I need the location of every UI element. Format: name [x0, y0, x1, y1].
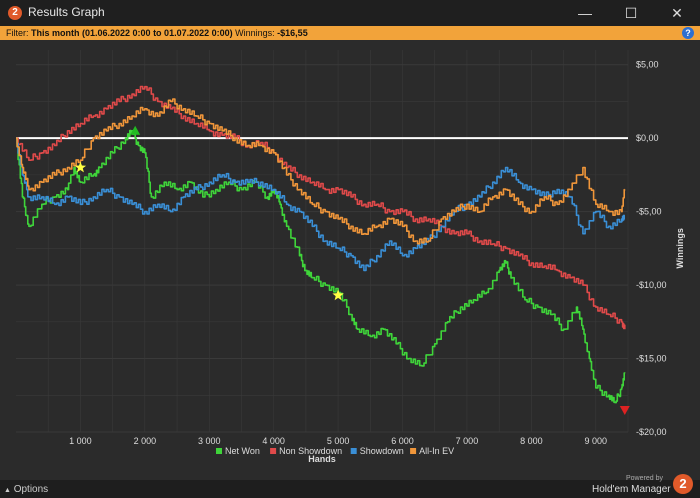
winnings-value: -$16,55	[277, 28, 308, 38]
maximize-button[interactable]: ☐	[624, 5, 638, 21]
legend-label: Showdown	[360, 446, 404, 456]
y-tick-label: $0,00	[636, 133, 659, 143]
help-icon[interactable]: ?	[682, 27, 694, 39]
series-line-showdown	[16, 137, 625, 272]
x-axis-title: Hands	[308, 454, 336, 464]
options-button[interactable]: ▲ Options	[4, 484, 48, 495]
legend-label: Non Showdown	[279, 446, 342, 456]
filter-period: This month (01.06.2022 0:00 to 01.07.202…	[31, 28, 233, 38]
legend-swatch	[270, 448, 277, 454]
options-label: Options	[13, 484, 49, 495]
filter-prefix: Filter:	[6, 28, 29, 38]
legend-swatch	[216, 448, 222, 454]
y-tick-label: -$20,00	[636, 427, 667, 437]
options-arrow-icon: ▲	[4, 487, 11, 494]
y-tick-label: $5,00	[636, 60, 659, 70]
results-chart: $5,00 $0,00 -$5,00 -$10,00 -$15,00 -$20,00 1 0…	[16, 50, 685, 464]
legend-label: Net Won	[225, 446, 260, 456]
y-axis-title: Winnings	[675, 228, 685, 268]
title-bar: 2 Results Graph — ☐ ✕	[0, 0, 700, 26]
x-tick-label: 2 000	[134, 436, 157, 446]
x-tick-label: 5 000	[327, 436, 350, 446]
y-tick-label: -$10,00	[636, 280, 667, 290]
filter-text: Filter: This month (01.06.2022 0:00 to 0…	[6, 26, 308, 40]
brand-name: Hold'em Manager	[592, 484, 671, 495]
x-tick-label: 6 000	[391, 436, 414, 446]
series-line-net-won	[16, 129, 626, 404]
x-tick-label: 1 000	[69, 436, 92, 446]
filter-bar: Filter: This month (01.06.2022 0:00 to 0…	[0, 26, 700, 40]
legend-label: All-In EV	[419, 446, 454, 456]
minimize-button[interactable]: —	[578, 5, 592, 21]
y-tick-label: -$5,00	[636, 207, 662, 217]
bottom-bar: ▲ Options	[0, 480, 700, 498]
x-tick-label: 8 000	[520, 436, 543, 446]
window-title: Results Graph	[28, 5, 105, 19]
x-tick-label: 4 000	[262, 436, 285, 446]
y-tick-label: -$15,00	[636, 354, 667, 364]
chart-area: $5,00 $0,00 -$5,00 -$10,00 -$15,00 -$20,00 1 0…	[0, 40, 700, 480]
star-marker	[332, 289, 344, 301]
brand-logo: 2	[673, 474, 693, 494]
powered-by-text: Powered by	[626, 475, 663, 482]
winnings-label: Winnings:	[235, 28, 275, 38]
star-marker	[74, 161, 87, 173]
legend-swatch	[350, 448, 357, 454]
triangle-down-marker	[619, 405, 630, 415]
x-tick-label: 3 000	[198, 436, 221, 446]
x-tick-label: 7 000	[456, 436, 479, 446]
legend-swatch	[410, 448, 417, 454]
close-button[interactable]: ✕	[671, 5, 683, 21]
series-line-all-in-ev	[16, 98, 626, 245]
triangle-up-marker	[130, 125, 141, 135]
x-tick-label: 9 000	[585, 436, 608, 446]
app-icon: 2	[8, 6, 22, 20]
series-line-non-showdown	[16, 85, 626, 330]
